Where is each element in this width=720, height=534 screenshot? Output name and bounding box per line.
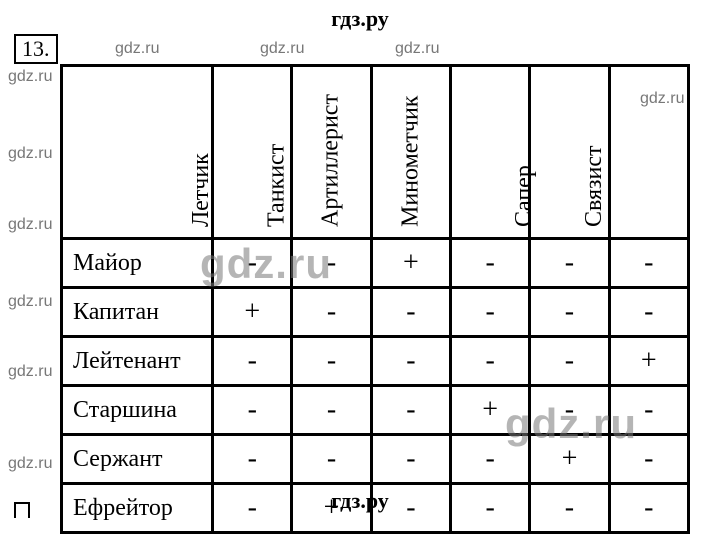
col-label: Танкист xyxy=(263,144,290,227)
col-label: Артиллерист xyxy=(317,94,344,227)
watermark-text: gdz.ru xyxy=(8,145,52,163)
table-row: Сержант - - - - + - xyxy=(62,435,689,484)
row-label: Старшина xyxy=(62,386,213,435)
cell: + xyxy=(530,435,609,484)
cell: + xyxy=(609,337,688,386)
col-label: Летчик xyxy=(188,153,215,227)
cell: + xyxy=(371,239,450,288)
table-header-row: Летчик Танкист Артиллерист Минометчик Са… xyxy=(62,66,689,239)
cell: - xyxy=(371,386,450,435)
table-row: Майор - - + - - - xyxy=(62,239,689,288)
cell: - xyxy=(292,288,371,337)
cell: - xyxy=(530,288,609,337)
table-row: Старшина - - - + - - xyxy=(62,386,689,435)
cell: - xyxy=(213,386,292,435)
cell: - xyxy=(213,337,292,386)
watermark-text: gdz.ru xyxy=(8,216,52,234)
watermark-text: gdz.ru xyxy=(8,455,52,473)
next-exercise-box xyxy=(14,502,30,518)
cell: - xyxy=(371,337,450,386)
row-label: Сержант xyxy=(62,435,213,484)
row-label: Майор xyxy=(62,239,213,288)
watermark-text: gdz.ru xyxy=(8,363,52,381)
cell: - xyxy=(451,337,530,386)
logic-table-wrap: Летчик Танкист Артиллерист Минометчик Са… xyxy=(60,64,690,534)
cell: - xyxy=(213,239,292,288)
cell: - xyxy=(292,435,371,484)
row-label: Лейтенант xyxy=(62,337,213,386)
cell: - xyxy=(451,239,530,288)
col-label: Связист xyxy=(581,145,608,227)
bottom-title: гдз.ру xyxy=(0,488,720,514)
cell: - xyxy=(609,386,688,435)
cell: - xyxy=(213,435,292,484)
cell: - xyxy=(292,386,371,435)
cell: - xyxy=(609,239,688,288)
logic-table: Летчик Танкист Артиллерист Минометчик Са… xyxy=(60,64,690,534)
cell: - xyxy=(530,337,609,386)
cell: - xyxy=(371,288,450,337)
table-row: Капитан + - - - - - xyxy=(62,288,689,337)
watermark-text: gdz.ru xyxy=(260,40,304,58)
watermark-text: gdz.ru xyxy=(8,68,52,86)
cell: - xyxy=(451,288,530,337)
cell: - xyxy=(371,435,450,484)
cell: + xyxy=(213,288,292,337)
cell: - xyxy=(609,288,688,337)
col-header: Связист xyxy=(609,66,688,239)
watermark-text: gdz.ru xyxy=(395,40,439,58)
watermark-text: gdz.ru xyxy=(115,40,159,58)
col-label: Сапер xyxy=(512,165,539,227)
row-label: Капитан xyxy=(62,288,213,337)
table-row: Лейтенант - - - - - + xyxy=(62,337,689,386)
exercise-number-box: 13. xyxy=(14,34,58,64)
cell: - xyxy=(451,435,530,484)
cell: - xyxy=(609,435,688,484)
col-label: Минометчик xyxy=(397,96,424,227)
cell: - xyxy=(530,386,609,435)
cell: - xyxy=(292,337,371,386)
cell: - xyxy=(292,239,371,288)
page-title: гдз.ру xyxy=(0,6,720,32)
watermark-text: gdz.ru xyxy=(8,293,52,311)
cell: + xyxy=(451,386,530,435)
cell: - xyxy=(530,239,609,288)
